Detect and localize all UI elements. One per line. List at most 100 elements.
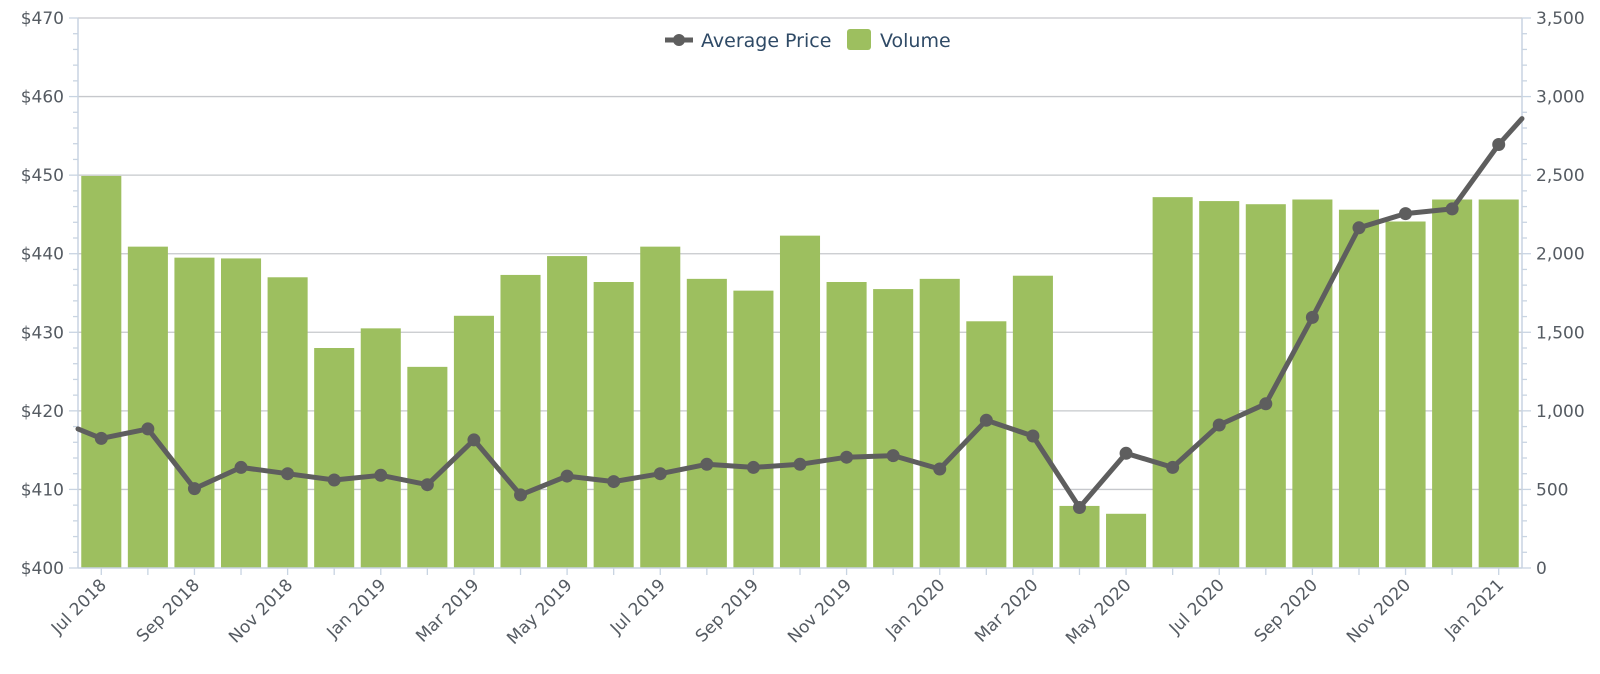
average-price-point: [187, 482, 201, 496]
left-y-tick-label: $470: [21, 9, 64, 29]
average-price-point: [1119, 446, 1133, 460]
legend-marker-swatch: [673, 34, 685, 46]
volume-bar: [1106, 513, 1147, 568]
x-tick-label: May 2020: [1062, 575, 1135, 648]
left-y-tick-label: $430: [21, 323, 64, 343]
left-y-tick-label: $460: [21, 88, 64, 108]
left-y-tick-label: $420: [21, 402, 64, 422]
volume-bar: [733, 290, 774, 568]
average-price-point: [1072, 501, 1086, 514]
right-y-tick-label: 2,500: [1536, 166, 1585, 186]
volume-bar: [267, 277, 308, 568]
x-tick-label: Jan 2020: [881, 575, 949, 643]
average-price-point: [514, 488, 528, 502]
volume-bar: [500, 274, 541, 568]
x-tick-label: Sep 2019: [692, 575, 763, 646]
volume-bar: [221, 258, 262, 568]
volume-bar: [1012, 275, 1053, 568]
x-tick-label: Jul 2019: [606, 575, 670, 639]
x-tick-label: Mar 2020: [971, 575, 1042, 646]
volume-bar: [1292, 199, 1333, 568]
average-price-point: [979, 413, 993, 427]
right-y-tick-label: 1,500: [1536, 323, 1585, 343]
average-price-point: [467, 433, 481, 447]
right-y-tick-label: 500: [1536, 480, 1568, 500]
average-price-point: [1026, 429, 1040, 443]
x-tick-label: Nov 2020: [1343, 575, 1415, 647]
average-price-point: [281, 467, 295, 481]
x-tick-label: Mar 2019: [412, 575, 483, 646]
x-tick-label: Sep 2020: [1251, 575, 1322, 646]
average-price-point: [933, 462, 947, 476]
volume-bar: [826, 282, 867, 568]
average-price-point: [1492, 138, 1506, 151]
average-price-point: [1305, 310, 1319, 324]
average-price-point: [420, 478, 434, 492]
volume-bar: [1152, 197, 1193, 568]
average-price-point: [94, 431, 108, 445]
volume-bar: [174, 257, 215, 568]
volume-bar: [1432, 199, 1473, 568]
right-y-tick-label: 1,000: [1536, 402, 1585, 422]
average-price-point: [1212, 418, 1226, 432]
volume-bar: [1338, 209, 1379, 568]
average-price-point: [653, 467, 667, 481]
average-price-point: [793, 457, 807, 471]
x-tick-label: May 2019: [503, 575, 576, 648]
volume-bar: [127, 246, 168, 568]
right-y-tick-label: 2,000: [1536, 245, 1585, 265]
right-y-tick-label: 3,500: [1536, 9, 1585, 29]
volume-bar: [1385, 221, 1426, 568]
volume-bar: [1245, 204, 1286, 568]
volume-bar: [593, 282, 634, 568]
x-tick-label: Jan 2019: [323, 575, 391, 643]
volume-bar: [779, 235, 821, 568]
legend-label-volume: Volume: [880, 30, 951, 52]
volume-bar: [873, 289, 914, 568]
volume-bar: [686, 278, 727, 568]
average-price-point: [327, 473, 341, 487]
legend-item-average-price[interactable]: Average Price: [665, 30, 831, 52]
volume-bar: [1059, 505, 1100, 568]
average-price-point: [141, 422, 155, 436]
volume-bar: [407, 366, 448, 568]
average-price-point: [607, 475, 621, 489]
right-y-tick-label: 0: [1536, 559, 1547, 579]
average-price-point: [1445, 202, 1459, 216]
x-tick-label: Nov 2019: [784, 575, 856, 647]
volume-bar: [966, 321, 1007, 568]
legend-bar-swatch: [847, 29, 871, 50]
left-y-tick-label: $440: [21, 245, 64, 265]
volume-bar: [81, 175, 122, 568]
x-tick-label: Nov 2018: [225, 575, 297, 647]
volume-bars: [81, 175, 1519, 569]
axes: [69, 17, 1531, 575]
left-y-tick-label: $410: [21, 480, 64, 500]
average-price-point: [560, 469, 574, 483]
average-price-point: [1259, 397, 1273, 411]
legend-label-average-price: Average Price: [701, 30, 831, 52]
x-tick-label: Jul 2020: [1165, 575, 1229, 639]
average-price-point: [746, 460, 760, 474]
average-price-line: [75, 116, 1525, 514]
right-y-tick-label: 3,000: [1536, 88, 1585, 108]
volume-bar: [314, 348, 355, 568]
average-price-point: [1399, 207, 1413, 221]
x-tick-label: Jul 2018: [47, 575, 111, 639]
average-price-point: [1166, 460, 1180, 474]
average-price-point: [234, 460, 248, 474]
legend: Average Price Volume: [665, 29, 951, 52]
volume-bar: [1199, 201, 1240, 569]
legend-item-volume[interactable]: Volume: [847, 29, 951, 52]
x-tick-label: Jan 2021: [1440, 575, 1508, 643]
left-y-tick-label: $450: [21, 166, 64, 186]
x-tick-label: Sep 2018: [133, 575, 204, 646]
volume-bar: [1478, 199, 1519, 568]
volume-bar: [919, 278, 960, 568]
average-price-point: [886, 449, 900, 463]
volume-bar: [360, 328, 401, 568]
volume-bar: [640, 246, 681, 568]
left-y-tick-label: $400: [21, 559, 64, 579]
average-price-point: [374, 468, 388, 482]
